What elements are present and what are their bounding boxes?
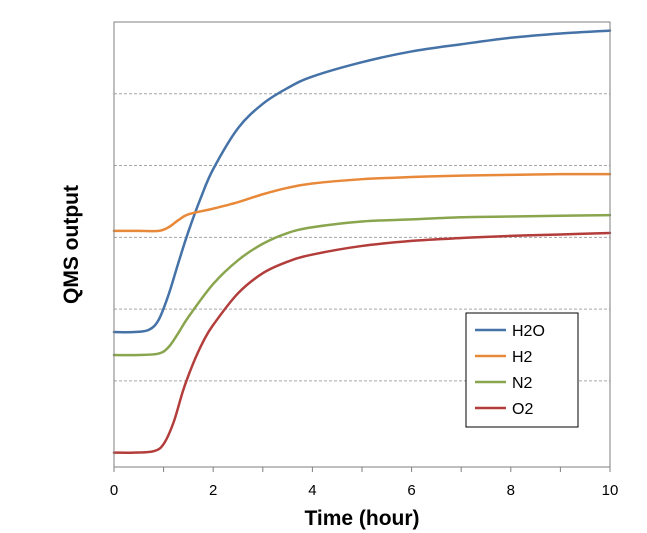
grid-lines — [114, 93, 610, 382]
x-tick-label-4: 4 — [308, 482, 316, 499]
x-axis-ticks: 0 2 4 6 8 10 — [110, 467, 619, 499]
x-tick-label-6: 6 — [407, 482, 415, 499]
legend-label-n2: N2 — [512, 375, 533, 392]
series-line-o2 — [112, 231, 612, 455]
x-tick-label-8: 8 — [507, 482, 515, 499]
y-axis-title: QMS output — [60, 185, 83, 304]
legend-label-o2: O2 — [512, 401, 533, 418]
x-tick-label-0: 0 — [110, 482, 118, 499]
series-line-h2o — [112, 29, 612, 334]
series-line-n2 — [112, 213, 612, 357]
legend-label-h2: H2 — [512, 349, 533, 366]
series-lines — [112, 29, 612, 455]
x-tick-label-2: 2 — [209, 482, 217, 499]
legend-label-h2o: H2O — [512, 323, 545, 340]
legend: H2O H2 N2 O2 — [465, 312, 579, 428]
x-axis-title: Time (hour) — [304, 507, 419, 530]
series-line-h2 — [112, 172, 612, 233]
x-tick-label-10: 10 — [602, 482, 619, 499]
